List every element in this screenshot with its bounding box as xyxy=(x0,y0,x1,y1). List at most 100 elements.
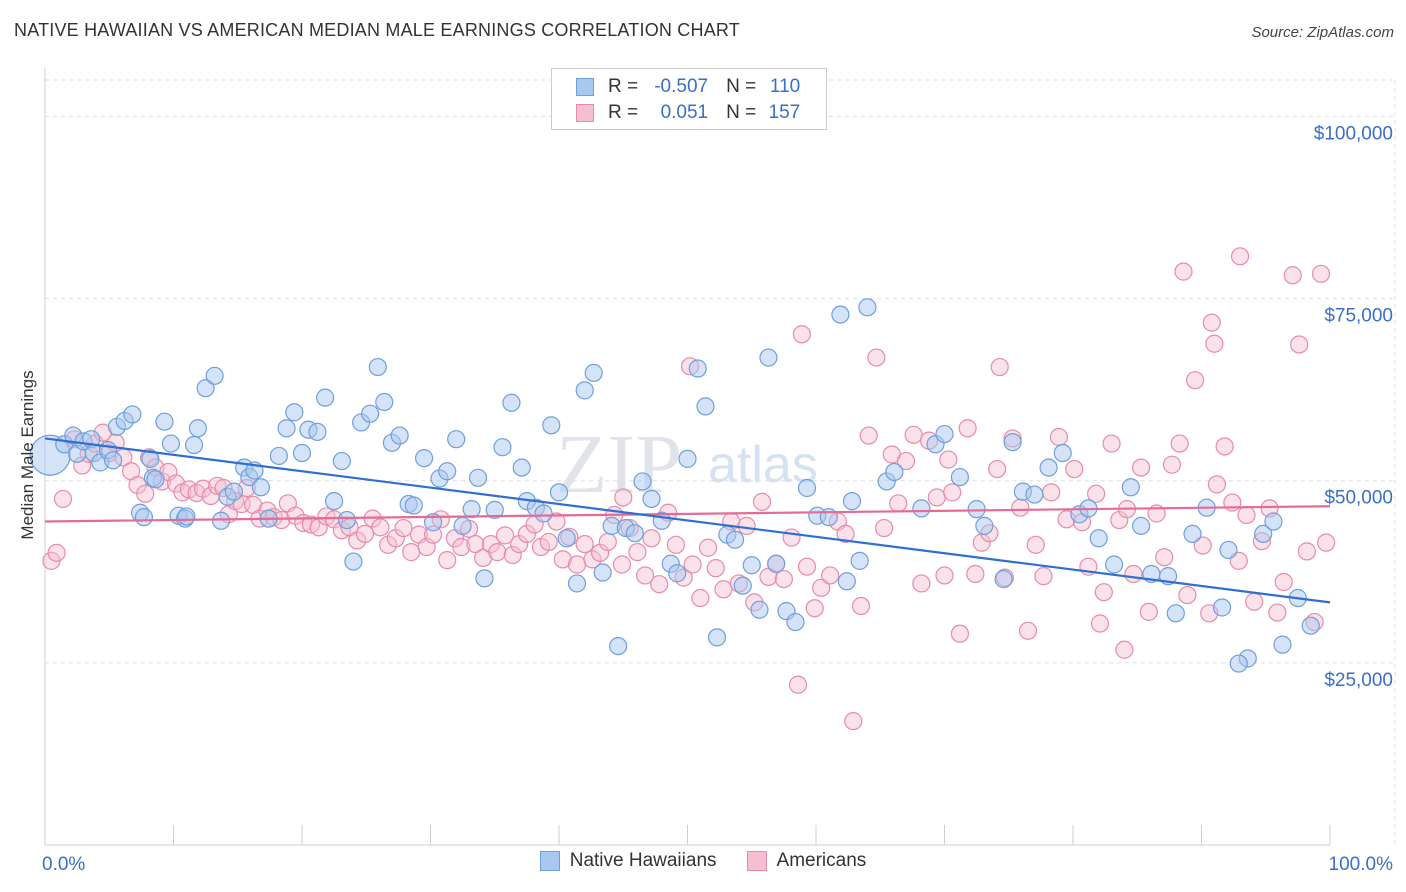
data-point-native-hawaiians xyxy=(1053,443,1072,463)
legend-item-americans[interactable]: Americans xyxy=(746,850,866,872)
data-point-americans xyxy=(1237,505,1256,525)
data-point-native-hawaiians xyxy=(390,426,409,445)
data-point-native-hawaiians xyxy=(885,462,904,482)
data-point-americans xyxy=(136,484,155,503)
data-point-native-hawaiians xyxy=(1264,512,1283,531)
data-point-native-hawaiians xyxy=(593,563,612,582)
n-label: N = xyxy=(726,76,757,97)
data-point-native-hawaiians xyxy=(308,422,327,441)
data-point-native-hawaiians xyxy=(688,359,707,378)
data-point-americans xyxy=(683,555,702,574)
data-point-americans xyxy=(691,588,710,608)
data-point-americans xyxy=(1162,455,1182,474)
data-point-native-hawaiians xyxy=(534,504,553,523)
data-point-americans xyxy=(452,537,471,557)
data-point-americans xyxy=(851,596,871,616)
stats-swatch-pink xyxy=(576,104,594,122)
data-point-americans xyxy=(950,624,970,643)
data-point-native-hawaiians xyxy=(285,403,304,422)
n-value: 110 xyxy=(769,76,801,97)
series-native-hawaiians-points xyxy=(29,298,1320,673)
data-point-native-hawaiians xyxy=(567,574,587,593)
data-point-americans xyxy=(1311,264,1331,283)
data-point-americans xyxy=(904,425,923,444)
data-point-americans xyxy=(788,675,808,694)
data-point-native-hawaiians xyxy=(475,569,494,588)
data-point-native-hawaiians xyxy=(1089,529,1108,548)
data-point-native-hawaiians xyxy=(678,449,697,468)
data-point-americans xyxy=(394,518,413,538)
data-point-americans xyxy=(650,575,669,594)
data-point-americans xyxy=(438,551,457,570)
x-tick-label-max: 100.0% xyxy=(1329,854,1394,875)
data-point-americans xyxy=(1297,542,1316,561)
data-point-native-hawaiians xyxy=(361,404,380,423)
data-point-native-hawaiians xyxy=(1025,485,1044,504)
data-point-americans xyxy=(53,489,73,509)
x-tick-label-min: 0.0% xyxy=(42,854,85,875)
legend-label: Native Hawaiians xyxy=(569,850,717,871)
data-point-native-hawaiians xyxy=(1121,478,1140,497)
data-point-americans xyxy=(1202,313,1221,332)
data-point-americans xyxy=(859,426,878,445)
stats-swatch-blue xyxy=(576,78,594,96)
data-point-native-hawaiians xyxy=(1212,598,1232,617)
data-point-americans xyxy=(812,578,831,597)
data-point-native-hawaiians xyxy=(1166,604,1185,623)
data-point-americans xyxy=(510,534,529,554)
data-point-native-hawaiians xyxy=(759,348,778,367)
data-point-americans xyxy=(1185,371,1205,390)
data-point-americans xyxy=(782,528,801,547)
data-point-americans xyxy=(517,524,536,544)
data-point-native-hawaiians xyxy=(177,507,196,526)
data-point-americans xyxy=(988,459,1007,479)
data-point-native-hawaiians xyxy=(786,612,805,632)
y-axis-title: Median Male Earnings xyxy=(18,370,37,539)
data-point-native-hawaiians xyxy=(141,449,160,468)
data-point-americans xyxy=(503,545,522,565)
data-point-americans xyxy=(935,566,954,585)
data-point-native-hawaiians xyxy=(368,357,387,377)
data-point-native-hawaiians xyxy=(316,388,335,407)
data-point-native-hawaiians xyxy=(1219,540,1238,560)
data-point-native-hawaiians xyxy=(1273,635,1292,654)
data-point-native-hawaiians xyxy=(950,467,970,487)
data-point-americans xyxy=(666,535,686,554)
data-point-native-hawaiians xyxy=(404,496,423,515)
data-point-americans xyxy=(635,566,655,585)
data-point-native-hawaiians xyxy=(549,483,569,502)
data-point-native-hawaiians xyxy=(1254,524,1273,544)
stats-box: R = -0.507 N = 110 R = 0.051 N = 157 xyxy=(551,68,827,130)
watermark-zip: ZIP xyxy=(556,418,682,511)
legend-item-native-hawaiians[interactable]: Native Hawaiians xyxy=(539,850,717,872)
data-point-native-hawaiians xyxy=(447,430,466,449)
trend-line-americans xyxy=(44,505,1331,523)
data-point-americans xyxy=(867,348,886,367)
y-tick-label: $50,000 xyxy=(1324,488,1393,509)
data-point-native-hawaiians xyxy=(485,500,504,519)
data-point-native-hawaiians xyxy=(188,419,208,438)
data-point-americans xyxy=(1090,614,1110,633)
y-tick-label: $75,000 xyxy=(1324,306,1393,327)
data-point-native-hawaiians xyxy=(414,449,434,468)
data-point-americans xyxy=(1245,592,1264,611)
data-point-americans xyxy=(547,512,566,531)
data-point-native-hawaiians xyxy=(269,446,288,466)
data-point-americans xyxy=(1042,483,1061,502)
data-point-americans xyxy=(1174,262,1193,281)
data-point-americans xyxy=(1115,640,1134,659)
data-point-native-hawaiians xyxy=(668,564,687,583)
data-point-native-hawaiians xyxy=(211,511,231,530)
data-point-native-hawaiians xyxy=(742,556,761,575)
data-point-native-hawaiians xyxy=(493,438,512,457)
data-point-native-hawaiians xyxy=(575,381,594,400)
data-point-native-hawaiians xyxy=(1132,516,1151,535)
data-point-americans xyxy=(1170,434,1189,453)
data-point-americans xyxy=(1290,335,1309,354)
legend: Native Hawaiians Americans xyxy=(0,850,1406,872)
data-point-americans xyxy=(1011,498,1030,517)
data-point-americans xyxy=(488,543,507,562)
data-point-native-hawaiians xyxy=(633,472,652,491)
data-point-americans xyxy=(47,543,66,562)
